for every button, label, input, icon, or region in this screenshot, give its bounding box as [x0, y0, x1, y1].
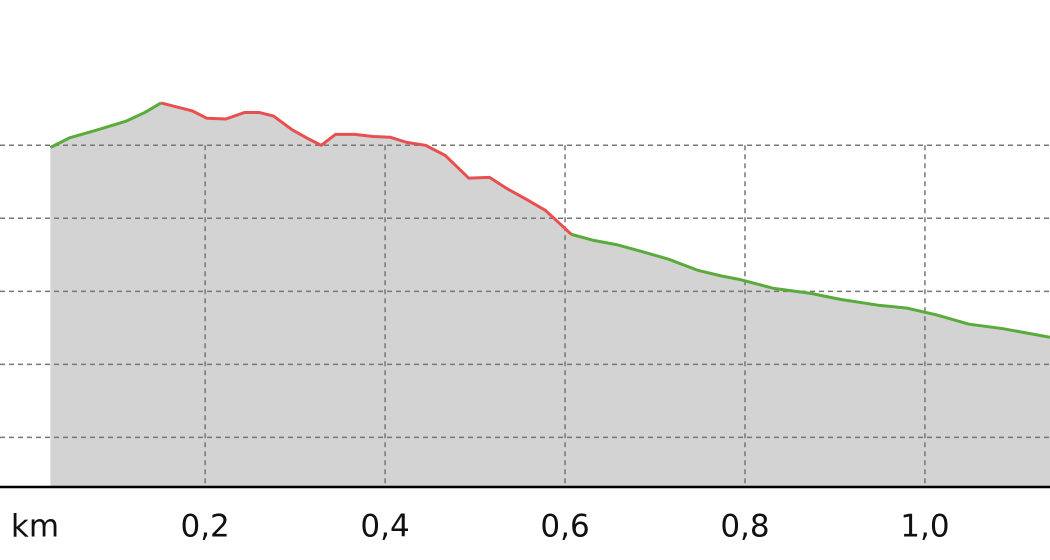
- x-tick-label: 0,2: [180, 509, 229, 545]
- profile-line: [570, 232, 1050, 339]
- x-axis-label: km: [11, 509, 59, 545]
- profile-line: [160, 101, 573, 236]
- x-tick-label: 0,4: [360, 509, 409, 545]
- area: [50, 102, 1050, 487]
- x-tick-label: 0,8: [720, 509, 769, 545]
- x-tick-label: 0,6: [540, 509, 589, 545]
- x-tick-label: 1,0: [900, 509, 949, 545]
- profile-line: [49, 101, 162, 149]
